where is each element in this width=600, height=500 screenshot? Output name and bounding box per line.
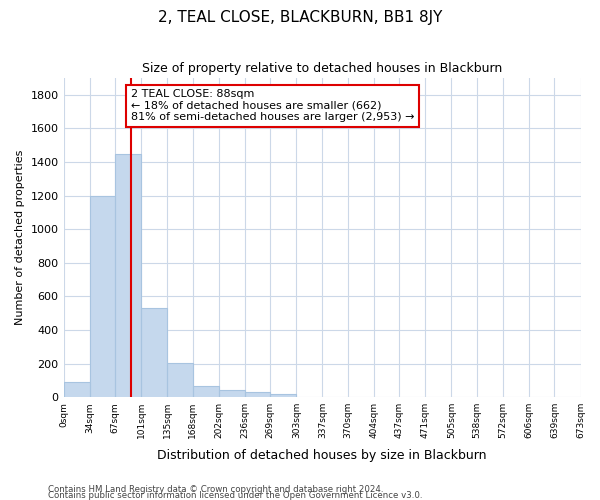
Title: Size of property relative to detached houses in Blackburn: Size of property relative to detached ho…: [142, 62, 502, 76]
Text: Contains public sector information licensed under the Open Government Licence v3: Contains public sector information licen…: [48, 492, 422, 500]
Text: Contains HM Land Registry data © Crown copyright and database right 2024.: Contains HM Land Registry data © Crown c…: [48, 486, 383, 494]
Y-axis label: Number of detached properties: Number of detached properties: [15, 150, 25, 326]
X-axis label: Distribution of detached houses by size in Blackburn: Distribution of detached houses by size …: [157, 450, 487, 462]
Text: 2, TEAL CLOSE, BLACKBURN, BB1 8JY: 2, TEAL CLOSE, BLACKBURN, BB1 8JY: [158, 10, 442, 25]
Text: 2 TEAL CLOSE: 88sqm
← 18% of detached houses are smaller (662)
81% of semi-detac: 2 TEAL CLOSE: 88sqm ← 18% of detached ho…: [131, 89, 414, 122]
